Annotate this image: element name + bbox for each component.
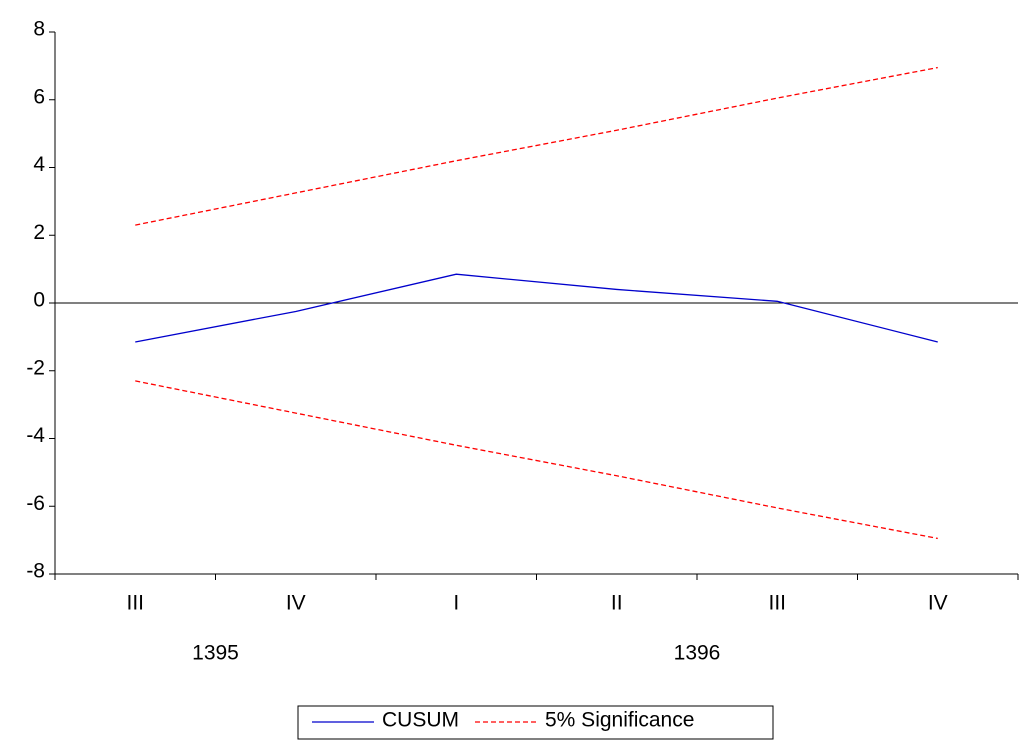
- y-tick-label: 4: [33, 153, 45, 176]
- x-tick-label: I: [453, 592, 459, 615]
- x-tick-label: II: [611, 592, 623, 615]
- chart: -8-6-4-202468IIIIVIIIIIIIV13951396CUSUM5…: [0, 0, 1019, 740]
- x-tick-label: III: [126, 592, 144, 615]
- y-tick-label: 0: [33, 289, 45, 312]
- y-tick-label: -4: [26, 424, 45, 447]
- legend: CUSUM 5% Significance: [298, 706, 773, 739]
- x-tick-label: III: [768, 592, 786, 615]
- legend-label: 5% Significance: [545, 709, 694, 732]
- y-tick-label: -6: [26, 492, 45, 515]
- series-line: [135, 274, 938, 342]
- series-line: [135, 68, 938, 226]
- y-tick-label: 8: [33, 18, 45, 41]
- x-group-label: 1395: [192, 642, 239, 665]
- series-line: [135, 381, 938, 539]
- x-tick-label: IV: [286, 592, 306, 615]
- x-group-label: 1396: [674, 642, 721, 665]
- legend-label: CUSUM: [382, 709, 459, 732]
- y-tick-label: 6: [33, 85, 45, 108]
- y-tick-label: -8: [26, 560, 45, 583]
- y-tick-label: 2: [33, 221, 45, 244]
- y-tick-label: -2: [26, 356, 45, 379]
- x-tick-label: IV: [928, 592, 948, 615]
